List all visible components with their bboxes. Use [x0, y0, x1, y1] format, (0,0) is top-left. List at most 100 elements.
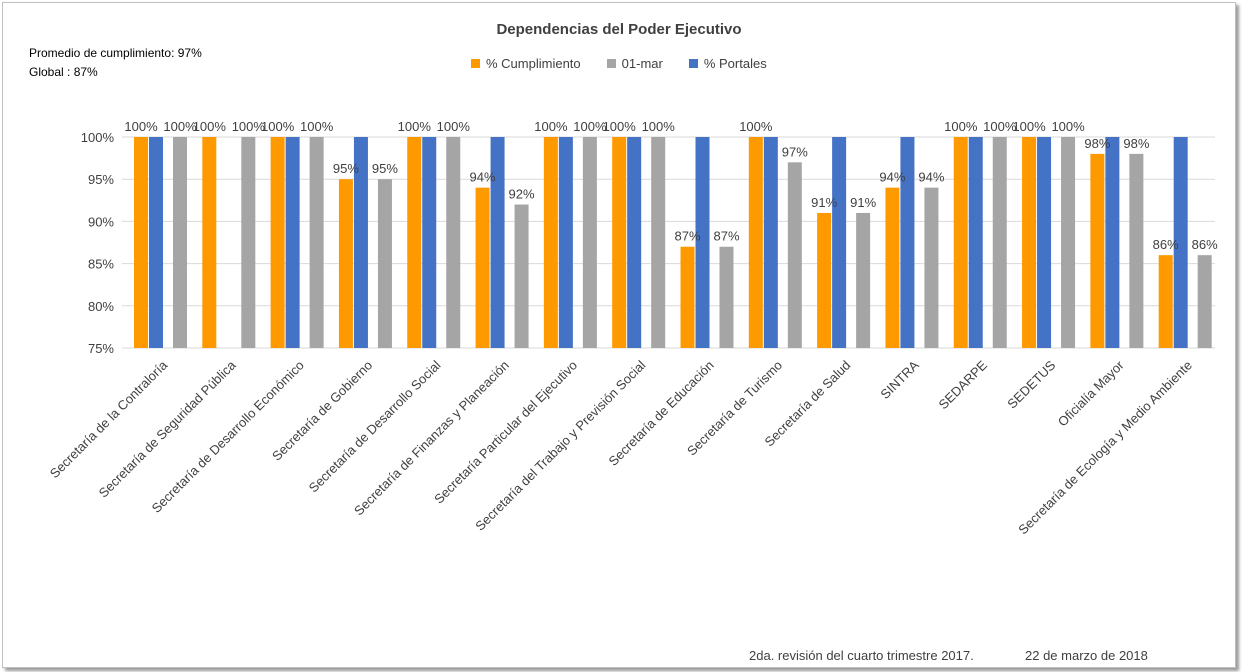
- bar--portales: [832, 137, 847, 348]
- bar--portales: [558, 137, 573, 348]
- legend-item-cumplimiento: % Cumplimiento: [471, 56, 581, 71]
- data-label: 100%: [642, 119, 676, 134]
- data-label: 95%: [333, 161, 359, 176]
- legend-item-01-mar: 01-mar: [606, 56, 663, 71]
- bar-01-mar: [514, 204, 529, 348]
- bar-01-mar: [582, 137, 597, 348]
- data-label: 94%: [918, 170, 944, 185]
- data-label: 100%: [573, 119, 607, 134]
- legend-swatch-portales: [688, 59, 698, 68]
- category-label: SINTRA: [877, 357, 922, 402]
- bar-01-mar: [173, 137, 187, 348]
- y-tick-label: 90%: [88, 214, 114, 229]
- legend: % Cumplimiento 01-mar % Portales: [471, 56, 767, 71]
- data-label: 100%: [1051, 119, 1085, 134]
- bar--portales: [695, 137, 710, 348]
- bar-01-mar: [377, 179, 392, 348]
- bar-01-mar: [241, 137, 256, 348]
- bar-01-mar: [992, 137, 1007, 348]
- bar-01-mar: [446, 137, 461, 348]
- bar--portales: [900, 137, 915, 348]
- note-promedio: Promedio de cumplimiento: 97%: [29, 46, 202, 60]
- data-label: 100%: [983, 119, 1017, 134]
- data-label: 97%: [782, 144, 808, 159]
- category-label: Oficialía Mayor: [1055, 357, 1127, 429]
- data-label: 100%: [300, 119, 334, 134]
- legend-item-portales: % Portales: [688, 56, 767, 71]
- legend-swatch-01-mar: [606, 59, 616, 68]
- bar--portales: [285, 137, 300, 348]
- category-label: Secretaría de Desarrollo Social: [306, 357, 444, 495]
- bar--cumplimiento: [202, 137, 217, 348]
- category-label: Secretaría de la Contraloría: [47, 357, 171, 481]
- bar--cumplimiento: [1158, 255, 1173, 348]
- note-global: Global : 87%: [29, 65, 98, 79]
- bar--cumplimiento: [270, 137, 285, 348]
- data-label: 100%: [1012, 119, 1046, 134]
- footer-date: 22 de marzo de 2018: [1025, 648, 1148, 663]
- y-tick-label: 80%: [88, 299, 114, 314]
- legend-label-cumplimiento: % Cumplimiento: [486, 56, 581, 71]
- category-label: Secretaría de Finanzas y Planeación: [351, 358, 512, 519]
- data-label: 94%: [470, 170, 496, 185]
- bar--cumplimiento: [338, 179, 353, 348]
- data-label: 100%: [124, 119, 158, 134]
- category-label: Secretaría de Desarrollo Económico: [149, 358, 307, 516]
- bar--cumplimiento: [1090, 153, 1105, 348]
- data-label: 87%: [674, 229, 700, 244]
- y-tick-label: 85%: [88, 257, 114, 272]
- data-label: 100%: [739, 119, 773, 134]
- y-tick-label: 100%: [81, 130, 115, 145]
- data-label: 87%: [713, 229, 739, 244]
- data-label: 100%: [261, 119, 295, 134]
- bar--cumplimiento: [475, 187, 490, 348]
- bar--cumplimiento: [953, 137, 968, 348]
- bar--portales: [1037, 137, 1052, 348]
- data-label: 91%: [811, 195, 837, 210]
- data-label: 94%: [879, 170, 905, 185]
- category-label: SEDETUS: [1004, 357, 1058, 411]
- category-label: Secretaría Particular del Ejecutivo: [431, 358, 580, 507]
- bar-01-mar: [856, 212, 871, 348]
- data-label: 86%: [1153, 237, 1179, 252]
- bar-01-mar: [924, 187, 939, 348]
- y-tick-label: 95%: [88, 172, 114, 187]
- bar-01-mar: [651, 137, 666, 348]
- data-label: 100%: [437, 119, 471, 134]
- bar--portales: [353, 137, 368, 348]
- data-label: 100%: [398, 119, 432, 134]
- data-label: 98%: [1084, 136, 1110, 151]
- bar--cumplimiento: [543, 137, 558, 348]
- bar--portales: [627, 137, 642, 348]
- category-label: SEDARPE: [935, 357, 990, 412]
- data-label: 100%: [534, 119, 568, 134]
- data-label: 100%: [603, 119, 637, 134]
- data-label: 100%: [232, 119, 266, 134]
- category-label: Secretaría de Seguridad Pública: [96, 357, 240, 501]
- data-label: 100%: [193, 119, 227, 134]
- bar--portales: [968, 137, 983, 348]
- bar--portales: [422, 137, 437, 348]
- bar-01-mar: [719, 246, 734, 348]
- bar--cumplimiento: [885, 187, 900, 348]
- bar--cumplimiento: [817, 212, 832, 348]
- data-label: 86%: [1192, 237, 1218, 252]
- bar--portales: [1173, 137, 1188, 348]
- bar-01-mar: [1061, 137, 1076, 348]
- bar--cumplimiento: [612, 137, 627, 348]
- legend-swatch-cumplimiento: [471, 59, 480, 68]
- bar--portales: [490, 137, 505, 348]
- data-label: 92%: [509, 187, 535, 202]
- bar-01-mar: [787, 162, 802, 348]
- footer-revision: 2da. revisión del cuarto trimestre 2017.: [749, 648, 974, 663]
- bar--cumplimiento: [134, 137, 148, 348]
- data-label: 95%: [372, 161, 398, 176]
- bar-01-mar: [309, 137, 324, 348]
- bar-01-mar: [1197, 255, 1212, 348]
- bar--cumplimiento: [407, 137, 422, 348]
- chart-title: Dependencias del Poder Ejecutivo: [496, 21, 742, 38]
- bar-01-mar: [1129, 153, 1144, 348]
- bar--cumplimiento: [748, 137, 763, 348]
- bar--portales: [763, 137, 778, 348]
